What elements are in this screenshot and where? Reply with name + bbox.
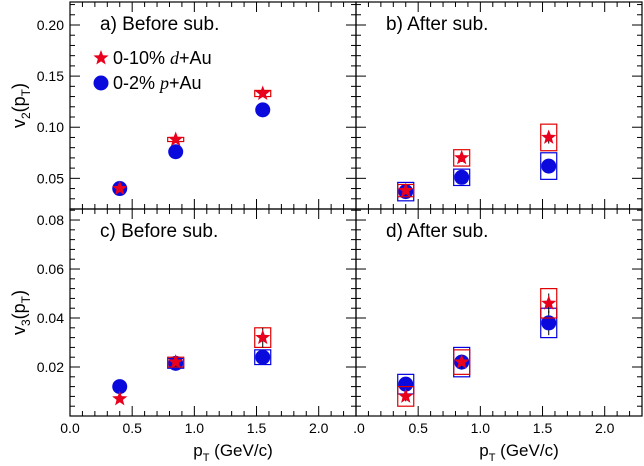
- legend-label-suffix: +Au: [169, 73, 202, 93]
- x-axis-title-main: p: [479, 441, 488, 460]
- sys-box-pau: [453, 168, 471, 187]
- legend-label-suffix: +Au: [179, 48, 212, 68]
- data-point-pau: [398, 376, 414, 392]
- x-tick-label: 1.5: [247, 420, 267, 436]
- panel-label: b) After sub.: [386, 14, 488, 35]
- panel-c: c) Before sub.: [69, 208, 357, 417]
- legend-label: 0-10% d+Au: [113, 48, 212, 68]
- y-tick-label: 0.05: [37, 170, 64, 186]
- data-point-dau: [541, 129, 557, 144]
- x-tick-label: 1.0: [471, 420, 491, 436]
- x-tick-label: 2.0: [595, 420, 615, 436]
- data-point-pau: [168, 144, 184, 160]
- y-axis-title-sub: 3: [19, 319, 33, 326]
- data-point-dau: [454, 354, 470, 369]
- y-axis-title-main: v: [9, 326, 29, 335]
- panel-d: d) After sub.: [355, 208, 643, 417]
- data-point-pau: [454, 169, 470, 185]
- legend-label-italic: d: [170, 48, 180, 68]
- x-tick-label: 1.5: [533, 420, 553, 436]
- y-tick-label: 0.02: [37, 359, 64, 375]
- sys-box-dau: [540, 288, 558, 319]
- x-axis-title-rest: (GeV/c): [495, 441, 558, 460]
- y-axis-title: v3(pT): [9, 290, 33, 335]
- x-tick-label: 0.0: [60, 420, 80, 436]
- data-point-dau: [168, 131, 184, 146]
- sys-box-pau: [540, 152, 558, 180]
- x-axis-title-sub: T: [489, 452, 496, 464]
- y-axis-title-main: v: [9, 119, 29, 128]
- data-point-pau: [112, 379, 128, 395]
- sys-box-dau: [453, 149, 471, 167]
- x-tick-label: 0.5: [408, 420, 428, 436]
- sys-box-dau: [540, 123, 558, 152]
- x-tick-label: .0: [353, 420, 365, 436]
- x-axis-title-rest: (GeV/c): [209, 441, 272, 460]
- y-axis-title-rest: (p: [9, 303, 29, 319]
- y-axis-title-end: ): [9, 290, 29, 296]
- sys-box-dau: [453, 349, 471, 375]
- panel-label: c) Before sub.: [100, 221, 218, 242]
- legend-marker-pau: [93, 75, 109, 91]
- data-point-dau: [255, 329, 271, 345]
- y-tick-label: 0.06: [37, 261, 64, 277]
- x-tick-label: 1.0: [185, 420, 205, 436]
- y-tick-label: 0.08: [37, 212, 64, 228]
- data-point-dau: [454, 149, 470, 165]
- x-axis-title-main: p: [193, 441, 202, 460]
- x-axis-title-sub: T: [203, 452, 210, 464]
- panel-label: a) Before sub.: [100, 14, 219, 35]
- x-axis-title: pT (GeV/c): [193, 441, 273, 464]
- data-point-pau: [541, 315, 557, 331]
- y-tick-label: 0.10: [37, 119, 64, 135]
- data-point-dau: [168, 354, 184, 369]
- y-tick-label: 0.04: [37, 310, 64, 326]
- data-point-pau: [255, 349, 271, 365]
- data-point-dau: [398, 182, 414, 198]
- data-point-dau: [541, 295, 557, 310]
- y-axis-title: v2(pT): [9, 83, 33, 128]
- data-point-pau: [255, 102, 271, 118]
- panel-a: a) Before sub.: [69, 1, 357, 210]
- panel-b: b) After sub.: [355, 1, 643, 210]
- y-axis-title-sub2: T: [19, 295, 33, 303]
- panel-frame: [355, 208, 643, 417]
- y-tick-label: 0.15: [37, 68, 64, 84]
- legend-label: 0-2% p+Au: [113, 73, 202, 93]
- legend-label-italic: p: [158, 73, 169, 93]
- data-point-pau: [541, 158, 557, 174]
- x-tick-label: 2.0: [309, 420, 329, 436]
- data-point-dau: [255, 85, 271, 100]
- legend: 0-10% d+Au0-2% p+Au: [93, 48, 212, 93]
- data-point-dau: [398, 388, 414, 403]
- sys-box-dau: [397, 386, 415, 407]
- legend-label-prefix: 0-2%: [113, 73, 160, 93]
- legend-marker-dau: [93, 50, 109, 65]
- panel-label: d) After sub.: [386, 221, 488, 242]
- y-axis-title-rest: (p: [9, 96, 29, 112]
- data-point-dau: [112, 180, 128, 196]
- x-axis-title: pT (GeV/c): [479, 441, 559, 464]
- legend-label-prefix: 0-10%: [113, 48, 170, 68]
- y-tick-label: 0.20: [37, 17, 64, 33]
- x-tick-label: 0.5: [122, 420, 142, 436]
- y-axis-title-sub2: T: [19, 88, 33, 96]
- y-axis-title-sub: 2: [19, 112, 33, 119]
- data-point-dau: [112, 390, 128, 406]
- y-axis-title-end: ): [9, 83, 29, 89]
